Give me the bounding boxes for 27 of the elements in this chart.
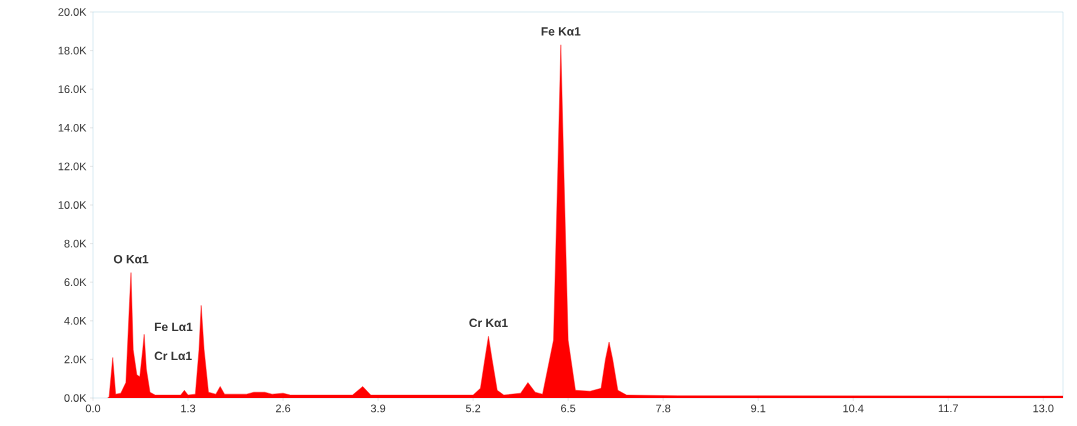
annotation: Fe Lα1	[154, 322, 193, 332]
y-tick-label: 2.0K	[64, 355, 87, 364]
y-tick-label: 6.0K	[64, 278, 87, 287]
x-tick-label: 7.8	[656, 404, 671, 413]
y-tick-label: 10.0K	[58, 201, 87, 209]
annotation: Cr Kα1	[469, 318, 508, 328]
y-tick-label: 4.0K	[64, 316, 87, 325]
x-tick-label: 6.5	[561, 404, 576, 413]
x-tick-label: 3.9	[370, 404, 386, 413]
x-tick-label: 1.3	[181, 404, 196, 413]
x-tick-label: 11.7	[938, 404, 958, 413]
y-tick-label: 16.0K	[58, 85, 87, 94]
annotation: O Kα1	[113, 254, 149, 264]
annotation: Cr Lα1	[154, 351, 192, 361]
y-tick-label: 20.0K	[58, 8, 87, 16]
x-tick-label: 10.4	[843, 404, 864, 413]
y-tick-label: 14.0K	[58, 123, 87, 132]
y-tick-label: 0.0K	[64, 394, 87, 402]
x-tick-label: 9.1	[751, 404, 766, 413]
y-tick-label: 18.0K	[58, 46, 87, 55]
y-tick-label: 8.0K	[64, 239, 87, 248]
x-tick-label: 0.0	[85, 404, 101, 413]
x-tick-label: 13.0	[1033, 404, 1054, 413]
x-tick-label: 2.6	[275, 404, 291, 413]
annotation: Fe Kα1	[541, 27, 581, 36]
y-tick-label: 12.0K	[58, 162, 87, 171]
x-tick-label: 5.2	[465, 404, 481, 413]
